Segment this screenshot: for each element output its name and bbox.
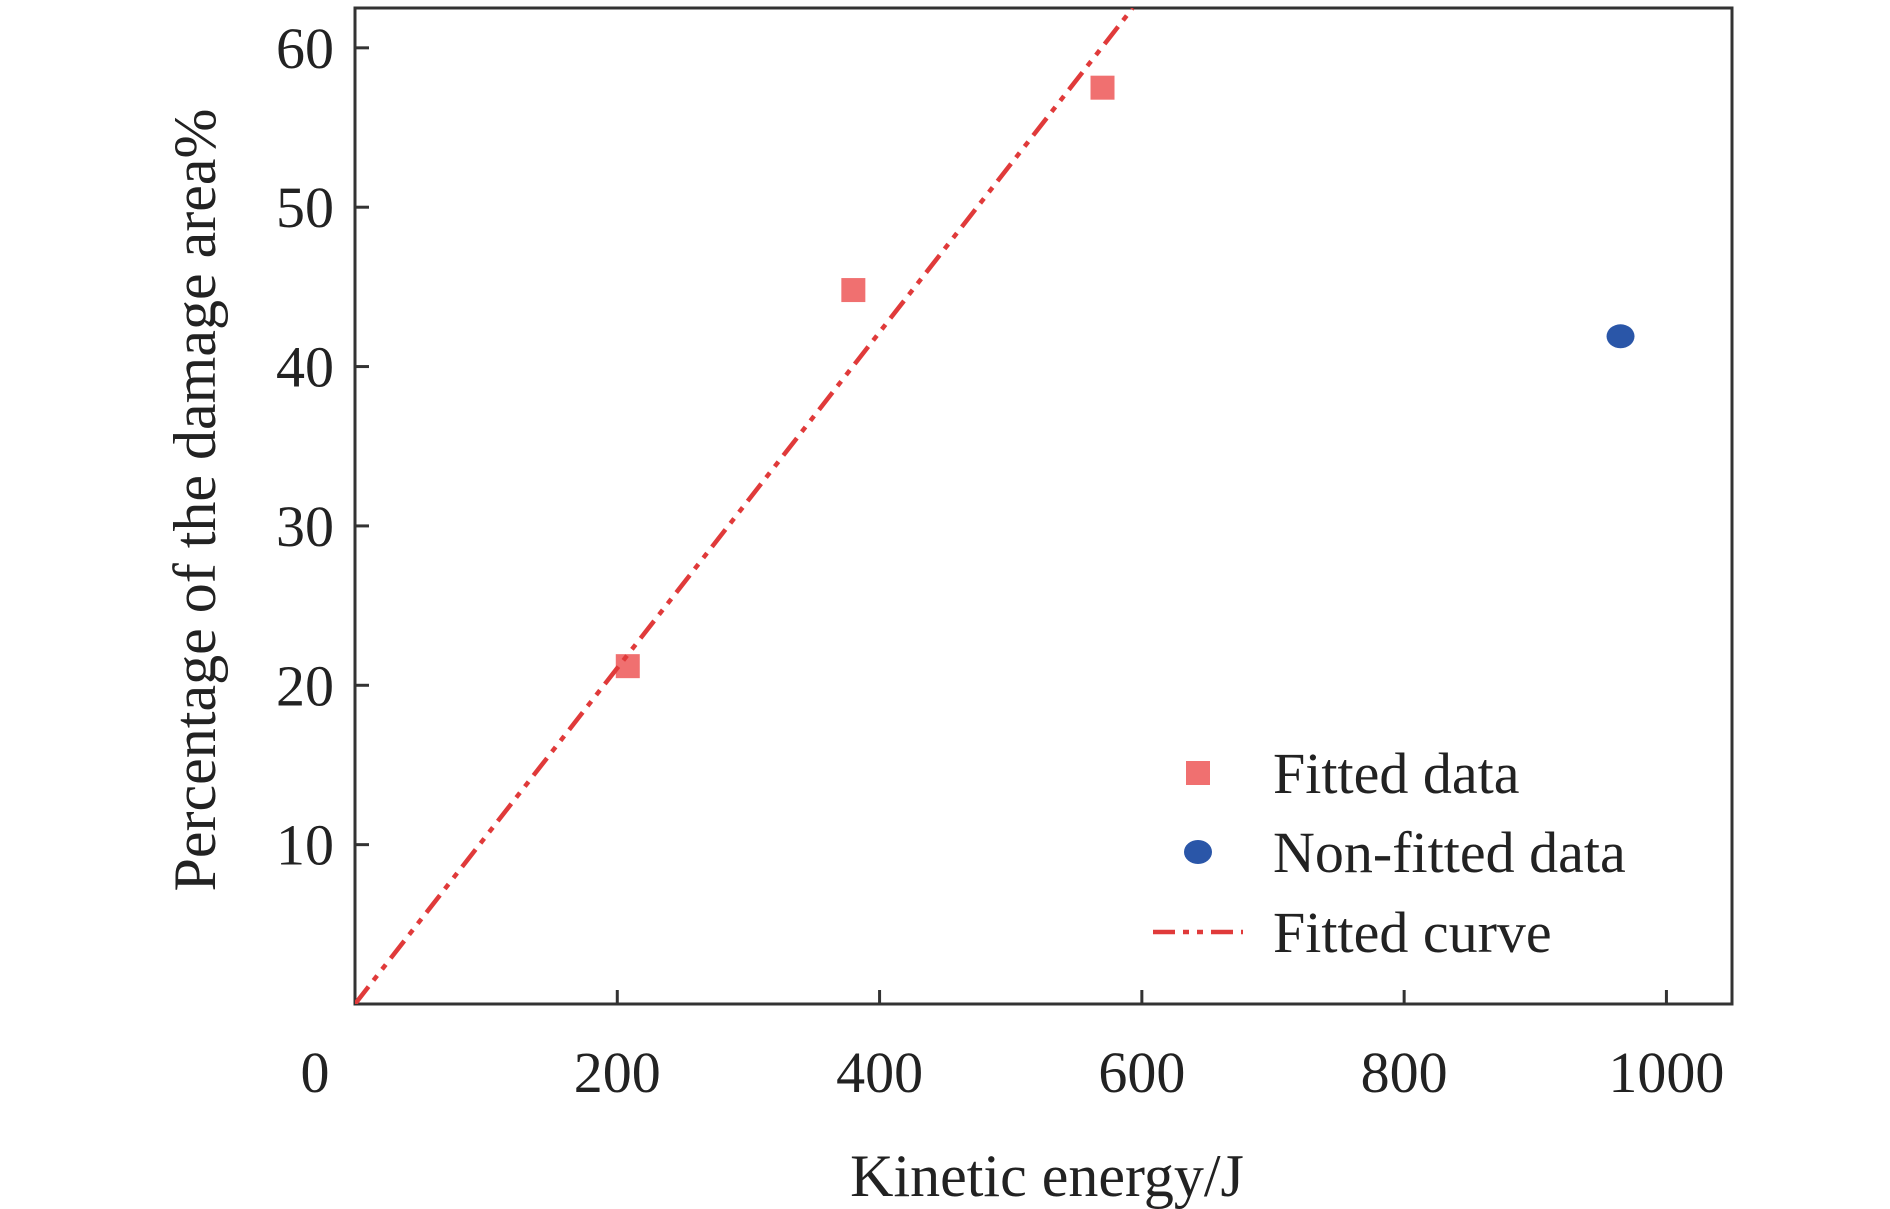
legend-label: Fitted data	[1273, 741, 1519, 806]
legend-key-fitted-data	[1186, 761, 1210, 785]
legend-label: Fitted curve	[1273, 900, 1552, 965]
non-fitted-data-point	[1606, 324, 1635, 349]
x-tick-label: 800	[1361, 1040, 1448, 1105]
y-tick-label: 60	[276, 16, 334, 81]
plot-frame	[353, 6, 1734, 1006]
fitted-curve-line	[355, 8, 1135, 1004]
x-tick-label: 200	[574, 1040, 661, 1105]
y-tick-label: 10	[276, 813, 334, 878]
y-tick-label: 20	[276, 653, 334, 718]
fitted-data-point	[1090, 75, 1115, 100]
x-tick-label: 600	[1098, 1040, 1185, 1105]
x-tick-label: 1000	[1608, 1040, 1724, 1105]
x-tick-label: 400	[836, 1040, 923, 1105]
x-axis-label: Kinetic energy/J	[850, 1143, 1244, 1209]
y-tick-label: 50	[276, 175, 334, 240]
legend-label: Non-fitted data	[1273, 820, 1626, 885]
y-tick-label: 40	[276, 335, 334, 400]
y-axis-label: Percentage of the damage area%	[162, 109, 228, 892]
legend-key-non-fitted-data	[1184, 840, 1212, 864]
x-tick-label: 0	[301, 1040, 330, 1105]
y-tick-label: 30	[276, 494, 334, 559]
fitted-data-point	[841, 278, 866, 303]
